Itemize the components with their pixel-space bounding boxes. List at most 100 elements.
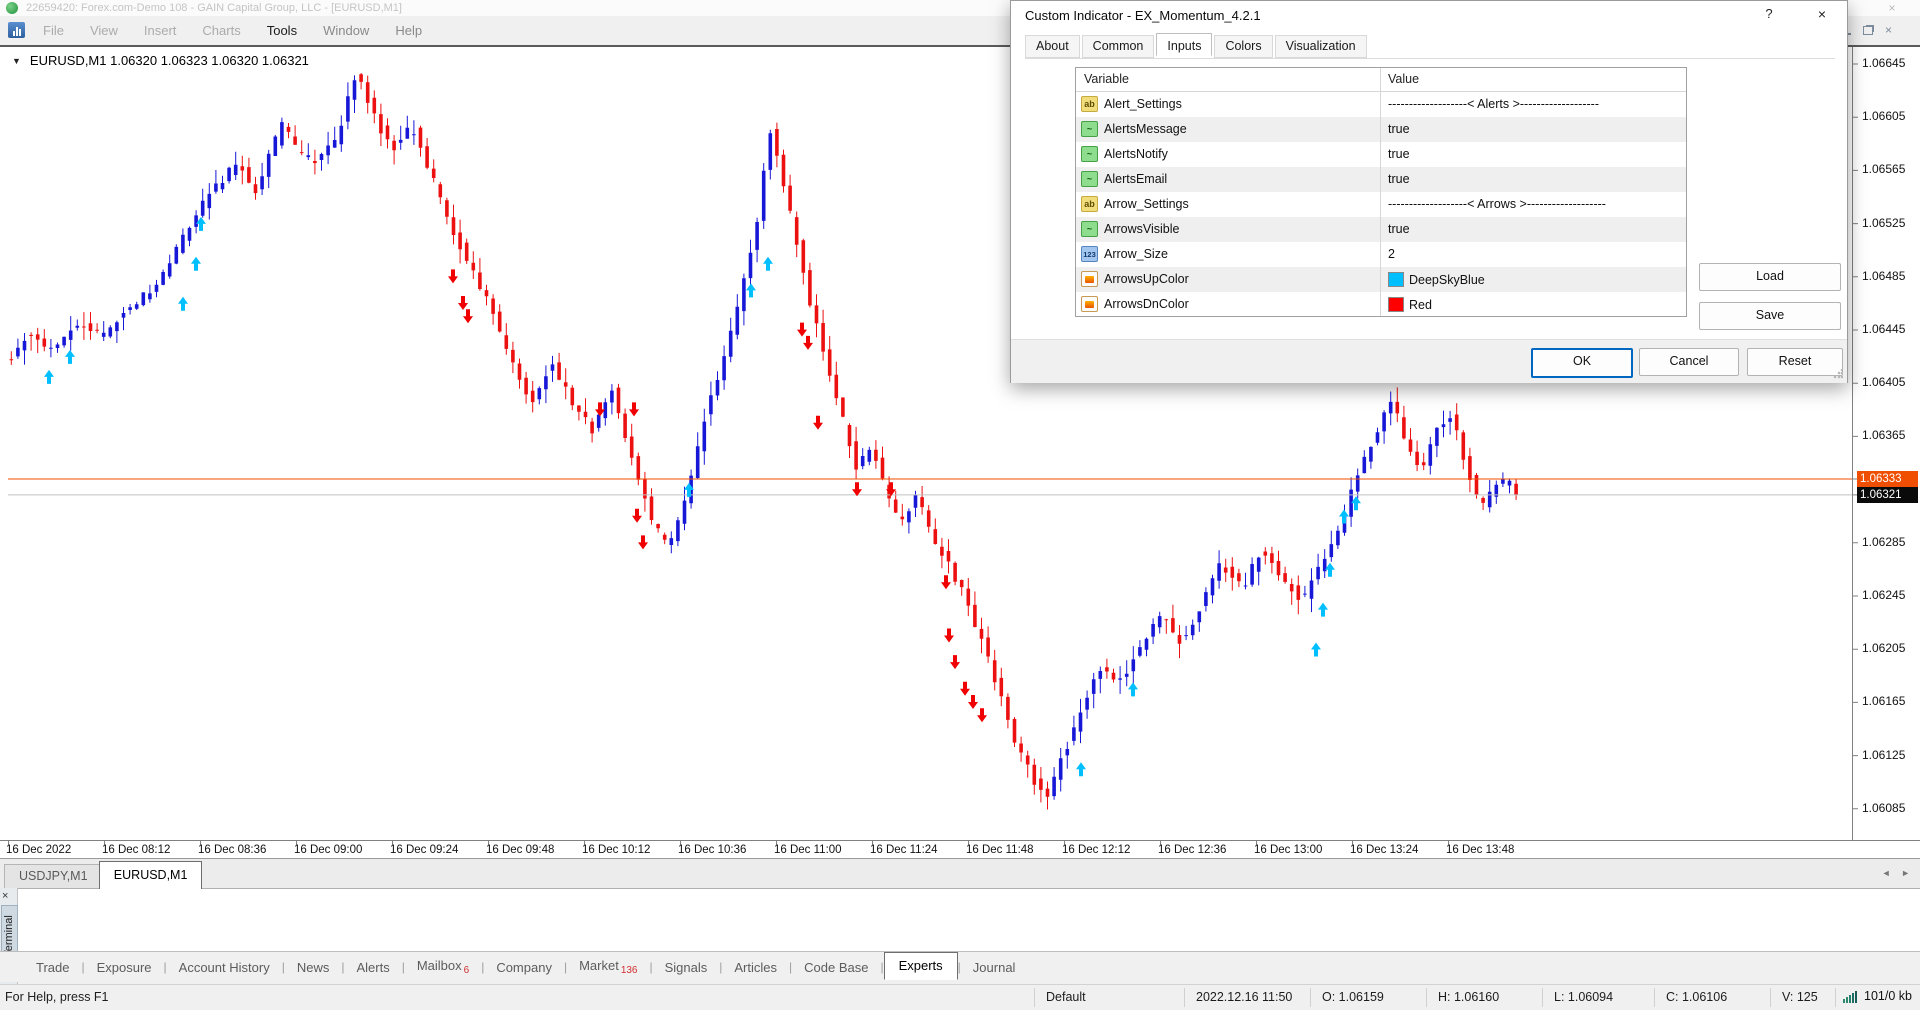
terminal-panel: Time Message 2022.12.16 05:55:56.652 EX_… bbox=[0, 888, 1920, 952]
param-value[interactable]: DeepSkyBlue bbox=[1388, 272, 1485, 287]
traffic-text: 101/0 kb bbox=[1864, 989, 1912, 1003]
terminal-tab-company[interactable]: Company bbox=[484, 956, 564, 979]
terminal-tab-signals[interactable]: Signals bbox=[653, 956, 720, 979]
menu-items: FileViewInsertChartsToolsWindowHelp bbox=[30, 16, 435, 45]
header-variable: Variable bbox=[1084, 72, 1129, 86]
time-tick-label: 16 Dec 11:00 bbox=[774, 844, 842, 856]
param-value[interactable]: true bbox=[1388, 122, 1410, 136]
app-logo-icon bbox=[6, 2, 18, 14]
save-button[interactable]: Save bbox=[1699, 302, 1841, 330]
terminal-tab-mailbox[interactable]: Mailbox6 bbox=[405, 954, 481, 981]
param-row-arrowsdncolor[interactable]: ArrowsDnColorRed bbox=[1076, 292, 1686, 317]
dialog-tab-inputs[interactable]: Inputs bbox=[1156, 33, 1212, 56]
cancel-button[interactable]: Cancel bbox=[1639, 348, 1739, 376]
param-row-arrowsupcolor[interactable]: ArrowsUpColor DeepSkyBlue bbox=[1076, 267, 1686, 292]
collapse-arrow-icon[interactable]: ▼ bbox=[12, 56, 21, 66]
menu-tools[interactable]: Tools bbox=[254, 23, 310, 38]
param-name: ArrowsUpColor bbox=[1104, 272, 1189, 286]
price-tick-label: 1.06565 bbox=[1862, 162, 1918, 176]
param-row-alertsnotify[interactable]: ~AlertsNotifytrue bbox=[1076, 142, 1686, 167]
price-tick-label: 1.06365 bbox=[1862, 428, 1918, 442]
terminal-tab-journal[interactable]: Journal bbox=[961, 956, 1028, 979]
chart-tab-usdjpy-m1[interactable]: USDJPY,M1 bbox=[4, 864, 103, 888]
color-swatch bbox=[1388, 297, 1404, 312]
time-tick-label: 16 Dec 11:24 bbox=[870, 844, 938, 856]
time-tick-label: 16 Dec 11:48 bbox=[966, 844, 1034, 856]
terminal-tab-trade[interactable]: Trade bbox=[24, 956, 81, 979]
dialog-tab-about[interactable]: About bbox=[1025, 35, 1080, 58]
terminal-tab-market[interactable]: Market136 bbox=[567, 954, 649, 981]
child-window-controls: × bbox=[1843, 22, 1917, 38]
chart-tab-eurusd-m1[interactable]: EURUSD,M1 bbox=[99, 861, 203, 889]
int-type-icon: 123 bbox=[1081, 246, 1098, 262]
price-tick-label: 1.06445 bbox=[1862, 322, 1918, 336]
price-tick-label: 1.06245 bbox=[1862, 588, 1918, 602]
terminal-tab-exposure[interactable]: Exposure bbox=[85, 956, 164, 979]
inputs-table: Variable Value abAlert_Settings---------… bbox=[1075, 67, 1687, 317]
inputs-table-header: Variable Value bbox=[1076, 68, 1686, 92]
param-row-alertsmessage[interactable]: ~AlertsMessagetrue bbox=[1076, 117, 1686, 142]
price-tick-label: 1.06645 bbox=[1862, 56, 1918, 70]
load-button[interactable]: Load bbox=[1699, 263, 1841, 291]
color-type-icon bbox=[1081, 271, 1098, 287]
terminal-tab-experts[interactable]: Experts bbox=[884, 952, 958, 980]
param-value[interactable]: -------------------< Arrows >-----------… bbox=[1388, 197, 1606, 211]
param-row-arrow-settings[interactable]: abArrow_Settings-------------------< Arr… bbox=[1076, 192, 1686, 217]
child-close-icon[interactable]: × bbox=[1885, 25, 1892, 35]
param-name: ArrowsVisible bbox=[1104, 222, 1180, 236]
terminal-close-icon[interactable]: × bbox=[2, 890, 8, 902]
param-name: AlertsNotify bbox=[1104, 147, 1168, 161]
price-tick-label: 1.06605 bbox=[1862, 109, 1918, 123]
param-row-alertsemail[interactable]: ~AlertsEmailtrue bbox=[1076, 167, 1686, 192]
window-close-icon[interactable]: × bbox=[1880, 1, 1904, 15]
status-segment-4: L: 1.06094 bbox=[1554, 990, 1613, 1004]
terminal-tab-account-history[interactable]: Account History bbox=[167, 956, 282, 979]
resize-grip[interactable] bbox=[1833, 369, 1843, 379]
status-separator bbox=[1542, 988, 1543, 1007]
param-row-arrow-size[interactable]: 123 Arrow_Size 2 bbox=[1076, 242, 1686, 267]
dialog-close-icon[interactable]: × bbox=[1811, 6, 1833, 22]
price-tick-label: 1.06085 bbox=[1862, 801, 1918, 815]
menu-charts[interactable]: Charts bbox=[189, 23, 253, 38]
status-segment-2: O: 1.06159 bbox=[1322, 990, 1384, 1004]
time-tick-label: 16 Dec 09:24 bbox=[390, 844, 458, 856]
param-value[interactable]: Red bbox=[1388, 297, 1432, 312]
dialog-help-icon[interactable]: ? bbox=[1759, 6, 1779, 21]
terminal-tab-news[interactable]: News bbox=[285, 956, 342, 979]
tab-scroll-arrows-icon[interactable]: ◄ ► bbox=[1882, 868, 1914, 878]
dialog-tabs: AboutCommonInputsColorsVisualization bbox=[1025, 35, 1369, 58]
time-tick-label: 16 Dec 2022 bbox=[6, 844, 71, 856]
param-value[interactable]: -------------------< Alerts >-----------… bbox=[1388, 97, 1599, 111]
menu-insert[interactable]: Insert bbox=[131, 23, 190, 38]
param-value[interactable]: true bbox=[1388, 172, 1410, 186]
time-tick-label: 16 Dec 10:12 bbox=[582, 844, 650, 856]
traffic-bars-icon bbox=[1843, 990, 1859, 1003]
terminal-tab-articles[interactable]: Articles bbox=[722, 956, 789, 979]
dialog-tab-common[interactable]: Common bbox=[1082, 35, 1155, 58]
param-row-alert-settings[interactable]: abAlert_Settings-------------------< Ale… bbox=[1076, 92, 1686, 117]
status-separator bbox=[1310, 988, 1311, 1007]
menu-help[interactable]: Help bbox=[382, 23, 435, 38]
menu-window[interactable]: Window bbox=[310, 23, 382, 38]
mt-application-window: 22659420: Forex.com-Demo 108 - GAIN Capi… bbox=[0, 0, 1920, 1010]
menu-file[interactable]: File bbox=[30, 23, 77, 38]
traffic-indicator: 101/0 kb bbox=[1843, 989, 1912, 1003]
ok-button[interactable]: OK bbox=[1531, 348, 1633, 378]
dialog-tab-visualization[interactable]: Visualization bbox=[1275, 35, 1367, 58]
param-value[interactable]: true bbox=[1388, 147, 1410, 161]
terminal-tab-bar: Trade|Exposure|Account History|News|Aler… bbox=[0, 951, 1920, 982]
param-value[interactable]: true bbox=[1388, 222, 1410, 236]
menu-view[interactable]: View bbox=[77, 23, 131, 38]
ab-type-icon: ab bbox=[1081, 196, 1098, 212]
terminal-tab-code-base[interactable]: Code Base bbox=[792, 956, 880, 979]
window-title: 22659420: Forex.com-Demo 108 - GAIN Capi… bbox=[26, 2, 402, 14]
param-name: Arrow_Size bbox=[1104, 247, 1168, 261]
child-restore-icon[interactable] bbox=[1863, 26, 1873, 35]
dialog-tab-colors[interactable]: Colors bbox=[1214, 35, 1272, 58]
status-separator bbox=[1034, 988, 1035, 1007]
reset-button[interactable]: Reset bbox=[1747, 348, 1843, 376]
param-value[interactable]: 2 bbox=[1388, 247, 1395, 261]
status-segment-6: V: 125 bbox=[1782, 990, 1818, 1004]
param-row-arrowsvisible[interactable]: ~ArrowsVisibletrue bbox=[1076, 217, 1686, 242]
terminal-tab-alerts[interactable]: Alerts bbox=[344, 956, 401, 979]
